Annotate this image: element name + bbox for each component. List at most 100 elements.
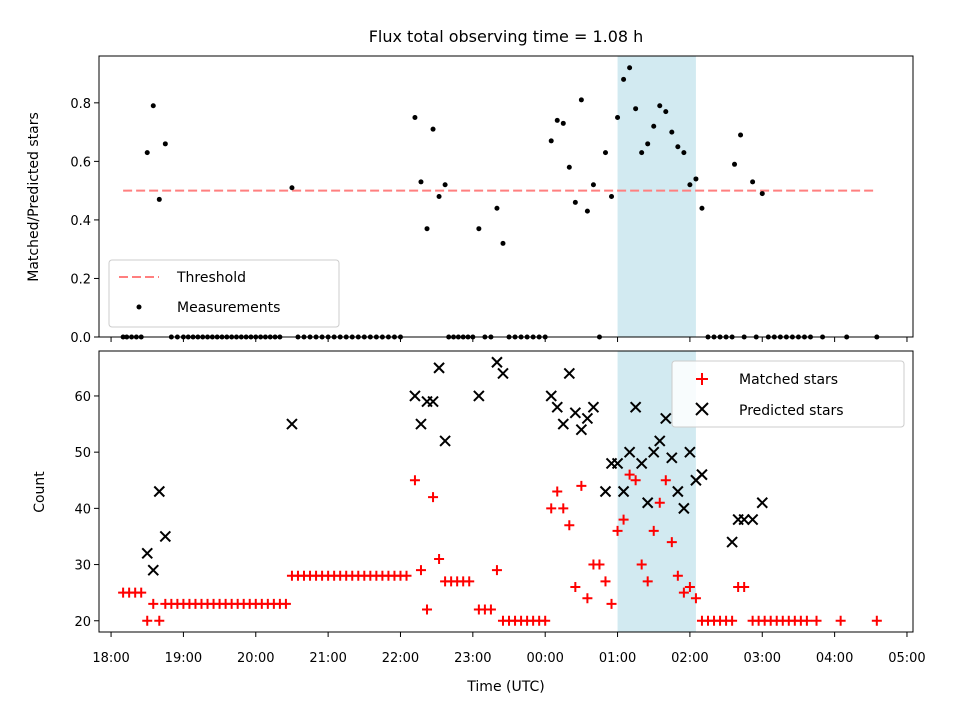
legend-predicted-label: Predicted stars xyxy=(739,403,844,419)
x-tick-label: 01:00 xyxy=(599,651,636,666)
x-tick-label: 04:00 xyxy=(816,651,853,666)
matched-star-point xyxy=(690,593,701,604)
measurement-point xyxy=(738,132,744,138)
predicted-star-point xyxy=(563,367,576,380)
predicted-star-point xyxy=(557,418,569,430)
matched-star-point xyxy=(606,598,617,609)
matched-star-point xyxy=(491,565,502,576)
measurement-point xyxy=(609,194,615,199)
predicted-star-point xyxy=(696,468,708,481)
predicted-star-point xyxy=(635,457,648,470)
measurement-point xyxy=(675,144,681,150)
predicted-star-point xyxy=(738,513,750,526)
x-tick-label: 22:00 xyxy=(382,651,419,666)
matched-star-point xyxy=(558,503,569,514)
top-axes-frame xyxy=(98,55,914,338)
predicted-star-point xyxy=(491,356,503,368)
predicted-star-point xyxy=(159,530,172,543)
top-y-tick-label: 0.4 xyxy=(70,214,91,229)
measurement-point xyxy=(144,150,150,156)
measurement-point xyxy=(681,150,687,156)
predicted-star-point xyxy=(551,401,563,413)
x-axis-label: Time (UTC) xyxy=(466,679,544,695)
legend-predicted-swatch xyxy=(695,402,709,416)
top-x-ticks xyxy=(110,337,908,342)
top-y-tick-label: 0.2 xyxy=(70,272,91,287)
predicted-star-point xyxy=(153,485,166,498)
top-y-tick-label: 0.0 xyxy=(70,331,91,346)
measurement-point xyxy=(732,161,738,167)
predicted-star-point xyxy=(617,485,630,498)
matched-star-point xyxy=(409,475,420,486)
bottom-legend: Matched stars Predicted stars xyxy=(671,360,905,428)
predicted-star-point xyxy=(587,401,600,413)
predicted-star-point xyxy=(672,485,684,498)
matched-star-point xyxy=(464,576,475,587)
matched-star-point xyxy=(739,582,750,593)
matched-star-point xyxy=(600,576,611,587)
x-tick-label: 23:00 xyxy=(454,651,491,666)
top-panel: 0.00.20.40.60.8 Matched/Predicted stars … xyxy=(26,55,914,346)
measurement-point xyxy=(548,138,554,144)
bottom-y-tick-label: 60 xyxy=(74,390,91,405)
top-legend-box xyxy=(108,259,340,328)
top-y-ticks: 0.0 0.2 0.4 0.6 0.8 xyxy=(70,97,99,346)
measurement-point xyxy=(150,103,156,109)
matched-star-point xyxy=(154,615,165,626)
measurement-point xyxy=(615,114,621,120)
matched-star-point xyxy=(576,480,587,491)
bottom-axes-frame xyxy=(98,350,914,633)
measurement-point xyxy=(156,196,162,202)
matched-star-point xyxy=(148,598,159,609)
predicted-star-point xyxy=(409,390,421,402)
matched-stars-series xyxy=(118,469,882,626)
matched-star-point xyxy=(136,587,147,598)
matched-star-point xyxy=(801,615,812,626)
bottom-legend-box xyxy=(671,360,905,428)
matched-star-point xyxy=(624,469,635,480)
matched-star-point xyxy=(648,525,659,536)
chart-title: Flux total observing time = 1.08 h xyxy=(369,27,644,46)
matched-star-point xyxy=(280,598,291,609)
matched-star-point xyxy=(564,520,575,531)
measurement-point xyxy=(442,182,448,188)
matched-star-point xyxy=(415,565,426,576)
matched-star-point xyxy=(434,553,445,564)
measurement-point xyxy=(476,226,482,232)
matched-star-point xyxy=(401,570,412,581)
bottom-y-ticks: 20 30 40 50 60 xyxy=(74,390,99,630)
top-y-axis-label: Matched/Predicted stars xyxy=(26,112,42,282)
predicted-star-point xyxy=(623,446,636,458)
matched-star-point xyxy=(636,559,647,570)
measurement-point xyxy=(750,179,756,185)
measurement-point xyxy=(590,182,596,188)
measurement-point xyxy=(699,205,705,211)
x-tick-label: 02:00 xyxy=(671,651,708,666)
predicted-star-point xyxy=(286,418,298,430)
predicted-star-point xyxy=(141,547,153,560)
measurement-point xyxy=(424,226,430,232)
measurement-point xyxy=(554,117,560,123)
bottom-y-tick-label: 40 xyxy=(74,502,91,517)
measurement-point xyxy=(657,103,663,109)
legend-measurements-swatch xyxy=(136,304,142,310)
predicted-star-point xyxy=(756,497,768,509)
measurement-point xyxy=(651,123,657,129)
predicted-star-point xyxy=(666,452,678,464)
measurement-point xyxy=(572,199,578,205)
legend-measurements-label: Measurements xyxy=(177,300,280,316)
top-legend: Threshold Measurements xyxy=(108,259,340,328)
predicted-star-point xyxy=(684,446,696,458)
measurement-point xyxy=(560,120,566,126)
bottom-x-ticks: 18:00 19:00 20:00 21:00 22:00 23:00 00:00 01:00… xyxy=(92,632,926,666)
predicted-star-point xyxy=(599,485,612,498)
measurement-point xyxy=(578,97,584,103)
bottom-y-axis-label: Count xyxy=(32,471,48,513)
matched-star-point xyxy=(660,475,671,486)
measurement-point xyxy=(627,65,633,71)
matched-star-point xyxy=(618,514,629,525)
bottom-y-tick-label: 50 xyxy=(74,446,91,461)
bottom-y-tick-label: 20 xyxy=(74,615,91,630)
matched-star-point xyxy=(684,582,695,593)
measurement-point xyxy=(412,114,418,120)
